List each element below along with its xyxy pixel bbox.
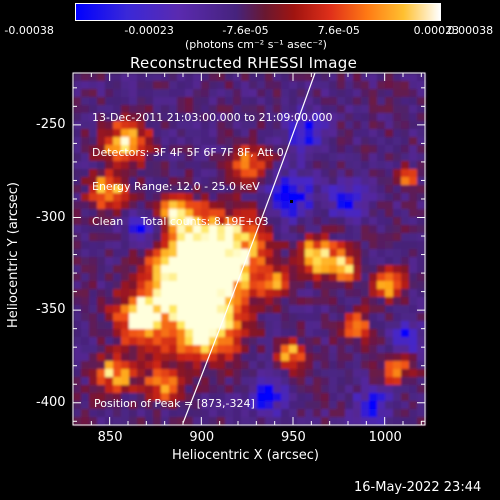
- colorbar-tick-4: 0.00023: [413, 24, 460, 37]
- energy-line: Energy Range: 12.0 - 25.0 keV: [92, 180, 260, 193]
- peak-marker: [290, 200, 293, 203]
- peak-position: Position of Peak = [873,-324]: [94, 397, 255, 410]
- colorbar-tick-5: 0.00038: [447, 24, 494, 37]
- x-tick-label: 900: [189, 430, 215, 445]
- y-tick-label: -400: [36, 394, 66, 410]
- y-tick-label: -250: [36, 116, 66, 132]
- y-axis-label: Heliocentric Y (arcsec): [6, 182, 21, 328]
- colorbar-tick-3: 7.6e-05: [317, 24, 360, 37]
- x-tick-label: 950: [281, 430, 306, 445]
- y-tick-label: -300: [36, 209, 66, 225]
- colorbar-unit-label: (photons cm⁻² s⁻¹ asec⁻²): [185, 38, 327, 51]
- colorbar-tick-2: -7.6e-05: [222, 24, 269, 37]
- timestamp: 16-May-2022 23:44: [354, 480, 482, 495]
- plot-title: Reconstructed RHESSI Image: [130, 54, 358, 72]
- info-block: 13-Dec-2011 21:03:00.000 to 21:09:00.000…: [92, 89, 333, 250]
- x-axis-label: Heliocentric X (arcsec): [172, 448, 319, 463]
- x-tick-label: 1000: [368, 430, 402, 445]
- colorbar-tick-1: -0.00023: [124, 24, 174, 37]
- detectors-line: Detectors: 3F 4F 5F 6F 7F 8F, Att 0: [92, 145, 284, 159]
- colorbar-tick-0: -0.00038: [4, 24, 54, 37]
- x-tick-label: 850: [97, 430, 123, 445]
- time-range: 13-Dec-2011 21:03:00.000 to 21:09:00.000: [92, 111, 333, 124]
- colorbar: [75, 3, 441, 21]
- plot-frame: [72, 72, 426, 426]
- solar-limb-line: [182, 72, 316, 424]
- y-tick-label: -350: [36, 302, 66, 318]
- clean-line: Clean Total counts: 8.19E+03: [92, 214, 269, 228]
